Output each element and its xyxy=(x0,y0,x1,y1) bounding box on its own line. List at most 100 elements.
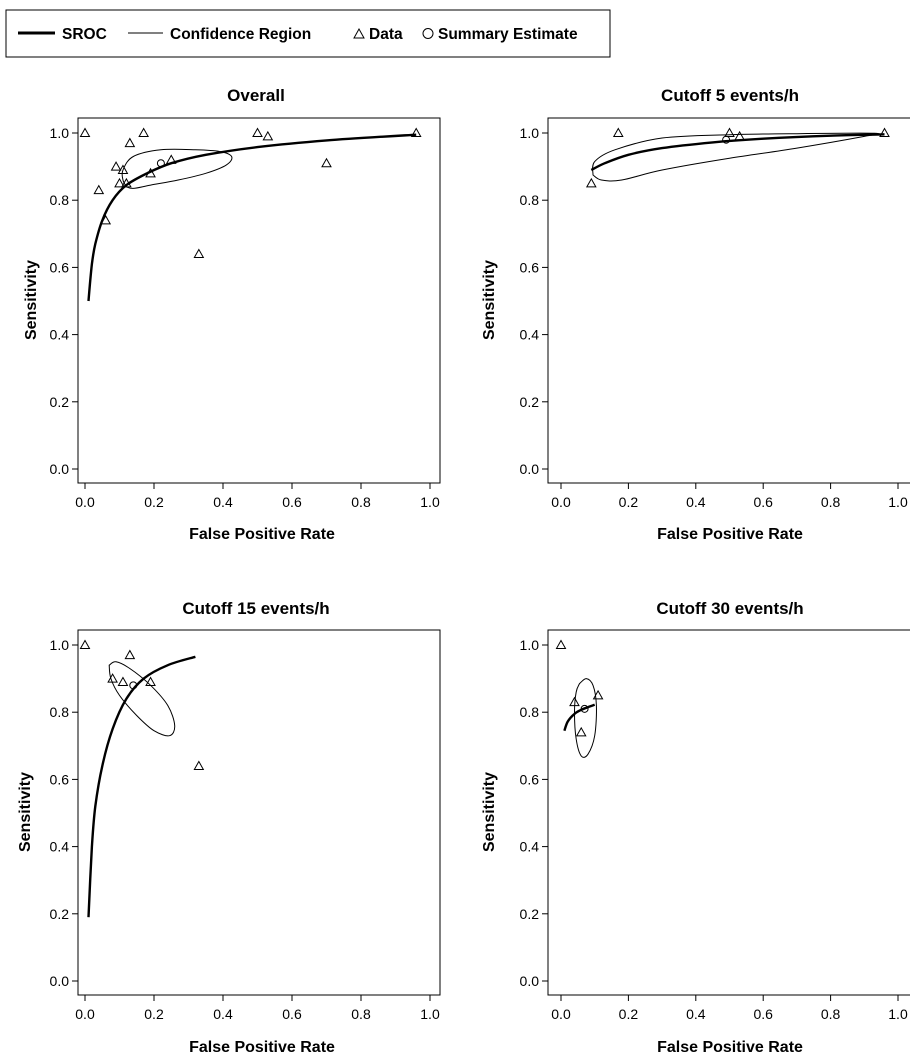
panel-title: Cutoff 5 events/h xyxy=(661,86,799,105)
y-tick-label: 1.0 xyxy=(50,637,70,653)
x-tick-label: 1.0 xyxy=(420,494,440,510)
x-tick-label: 0.4 xyxy=(686,494,706,510)
data-point-triangle xyxy=(555,639,567,649)
summary-estimate-marker xyxy=(722,135,731,144)
x-tick-label: 0.8 xyxy=(351,494,371,510)
x-tick-label: 0.0 xyxy=(551,1006,571,1022)
x-axis: 0.0 0.2 0.4 0.6 0.8 1.0 xyxy=(75,483,440,510)
y-tick-label: 1.0 xyxy=(50,125,70,141)
data-point-triangle xyxy=(93,184,105,195)
x-axis: 0.0 0.2 0.4 0.6 0.8 1.0 xyxy=(75,995,440,1022)
legend-summary-marker xyxy=(422,28,434,39)
y-tick-label: 0.4 xyxy=(50,839,70,855)
y-axis: 0.0 0.2 0.4 0.6 0.8 1.0 xyxy=(50,637,78,989)
data-point-triangle xyxy=(117,676,129,686)
y-axis-label: Sensitivity xyxy=(23,260,40,340)
data-point-triangle xyxy=(193,760,205,770)
data-point-triangle xyxy=(592,689,604,700)
legend-sroc-label: SROC xyxy=(62,26,107,43)
y-axis-label: Sensitivity xyxy=(481,260,498,340)
panel-cutoff-5: Cutoff 5 events/h 0.0 0.2 0.4 0.6 0.8 1.0 0.0… xyxy=(481,86,910,543)
y-tick-label: 0.2 xyxy=(50,394,70,410)
data-points xyxy=(585,127,890,188)
data-point-triangle xyxy=(569,696,580,707)
data-point-triangle xyxy=(612,127,624,137)
y-tick-label: 0.0 xyxy=(520,973,540,989)
data-point-triangle xyxy=(879,127,890,137)
x-tick-label: 1.0 xyxy=(420,1006,440,1022)
legend: SROC Confidence Region Data Summary Esti… xyxy=(5,9,611,58)
data-points xyxy=(555,639,604,737)
y-tick-label: 0.6 xyxy=(50,259,70,275)
data-point-triangle xyxy=(724,127,735,137)
data-point-triangle xyxy=(262,130,274,141)
data-point-triangle xyxy=(124,137,136,148)
x-tick-label: 0.6 xyxy=(753,1006,773,1022)
panel-overall: Overall 0.00.20.40.60.81.0 0.0 0.2 0.4 0.6 0… xyxy=(23,86,441,543)
panel-title: Cutoff 15 events/h xyxy=(182,599,329,618)
x-tick-label: 0.2 xyxy=(144,494,164,510)
data-point-triangle xyxy=(114,177,125,188)
x-tick-label: 0.0 xyxy=(75,494,95,510)
y-tick-label: 0.4 xyxy=(50,327,70,343)
x-tick-label: 1.0 xyxy=(888,1006,908,1022)
x-tick-label: 0.0 xyxy=(551,494,571,510)
y-tick-label: 0.4 xyxy=(520,327,540,343)
y-tick-label: 0.6 xyxy=(520,259,540,275)
x-tick-label: 1.0 xyxy=(888,494,908,510)
panel-title: Overall xyxy=(227,86,285,105)
data-point-triangle xyxy=(145,167,156,178)
data-point-triangle xyxy=(575,726,587,737)
legend-summary-label: Summary Estimate xyxy=(438,26,578,43)
x-tick-label: 0.8 xyxy=(821,494,841,510)
data-point-triangle xyxy=(321,157,332,168)
panel-title: Cutoff 30 events/h xyxy=(656,599,803,618)
data-points xyxy=(79,127,422,258)
x-tick-label: 0.6 xyxy=(282,494,302,510)
data-point-triangle xyxy=(117,164,129,174)
x-tick-label: 0.2 xyxy=(144,1006,164,1022)
y-axis: 0.0 0.2 0.4 0.6 0.8 1.0 xyxy=(520,637,548,989)
data-point-triangle xyxy=(734,130,745,141)
y-tick-label: 0.0 xyxy=(520,461,540,477)
data-point-triangle xyxy=(79,127,91,137)
y-tick-label: 0.6 xyxy=(50,771,70,787)
data-point-triangle xyxy=(585,177,597,188)
confidence-region xyxy=(108,661,176,737)
data-point-triangle xyxy=(107,673,118,683)
y-tick-label: 0.2 xyxy=(520,394,540,410)
sroc-curve xyxy=(563,703,596,732)
plot-frame xyxy=(547,117,910,484)
y-tick-label: 0.0 xyxy=(50,461,70,477)
y-tick-label: 0.8 xyxy=(520,704,540,720)
x-tick-label: 0.6 xyxy=(282,1006,302,1022)
x-axis-label: False Positive Rate xyxy=(189,526,335,543)
y-tick-label: 0.8 xyxy=(50,192,70,208)
legend-box xyxy=(5,9,611,58)
data-point-triangle xyxy=(100,214,112,225)
plot-frame xyxy=(77,117,441,484)
panel-cutoff-30: Cutoff 30 events/h 0.0 0.2 0.4 0.6 0.8 1.0 0.… xyxy=(481,599,910,1056)
y-tick-label: 0.4 xyxy=(520,839,540,855)
y-tick-label: 0.2 xyxy=(50,906,70,922)
x-axis-label: False Positive Rate xyxy=(189,1039,335,1056)
x-axis-label: False Positive Rate xyxy=(657,526,803,543)
summary-estimate-marker xyxy=(156,159,165,168)
panel-cutoff-15: Cutoff 15 events/h 0.0 0.2 0.4 0.6 0.8 1.0 0.… xyxy=(17,599,441,1056)
data-points xyxy=(79,639,205,770)
y-axis: 0.0 0.2 0.4 0.6 0.8 1.0 xyxy=(520,125,548,477)
x-tick-label: 0.2 xyxy=(619,494,639,510)
x-axis: 0.0 0.2 0.4 0.6 0.8 1.0 xyxy=(551,483,908,510)
x-tick-label: 0.4 xyxy=(213,1006,233,1022)
data-point-triangle xyxy=(110,161,122,171)
y-tick-label: 0.8 xyxy=(520,192,540,208)
x-axis-label: False Positive Rate xyxy=(657,1039,803,1056)
y-tick-label: 0.6 xyxy=(520,771,540,787)
legend-data-label: Data xyxy=(369,26,403,43)
legend-confidence-label: Confidence Region xyxy=(170,26,311,43)
data-point-triangle xyxy=(124,649,136,660)
x-axis: 0.0 0.2 0.4 0.6 0.8 1.0 xyxy=(551,995,908,1022)
plot-frame xyxy=(547,629,910,996)
y-tick-label: 0.0 xyxy=(50,973,70,989)
